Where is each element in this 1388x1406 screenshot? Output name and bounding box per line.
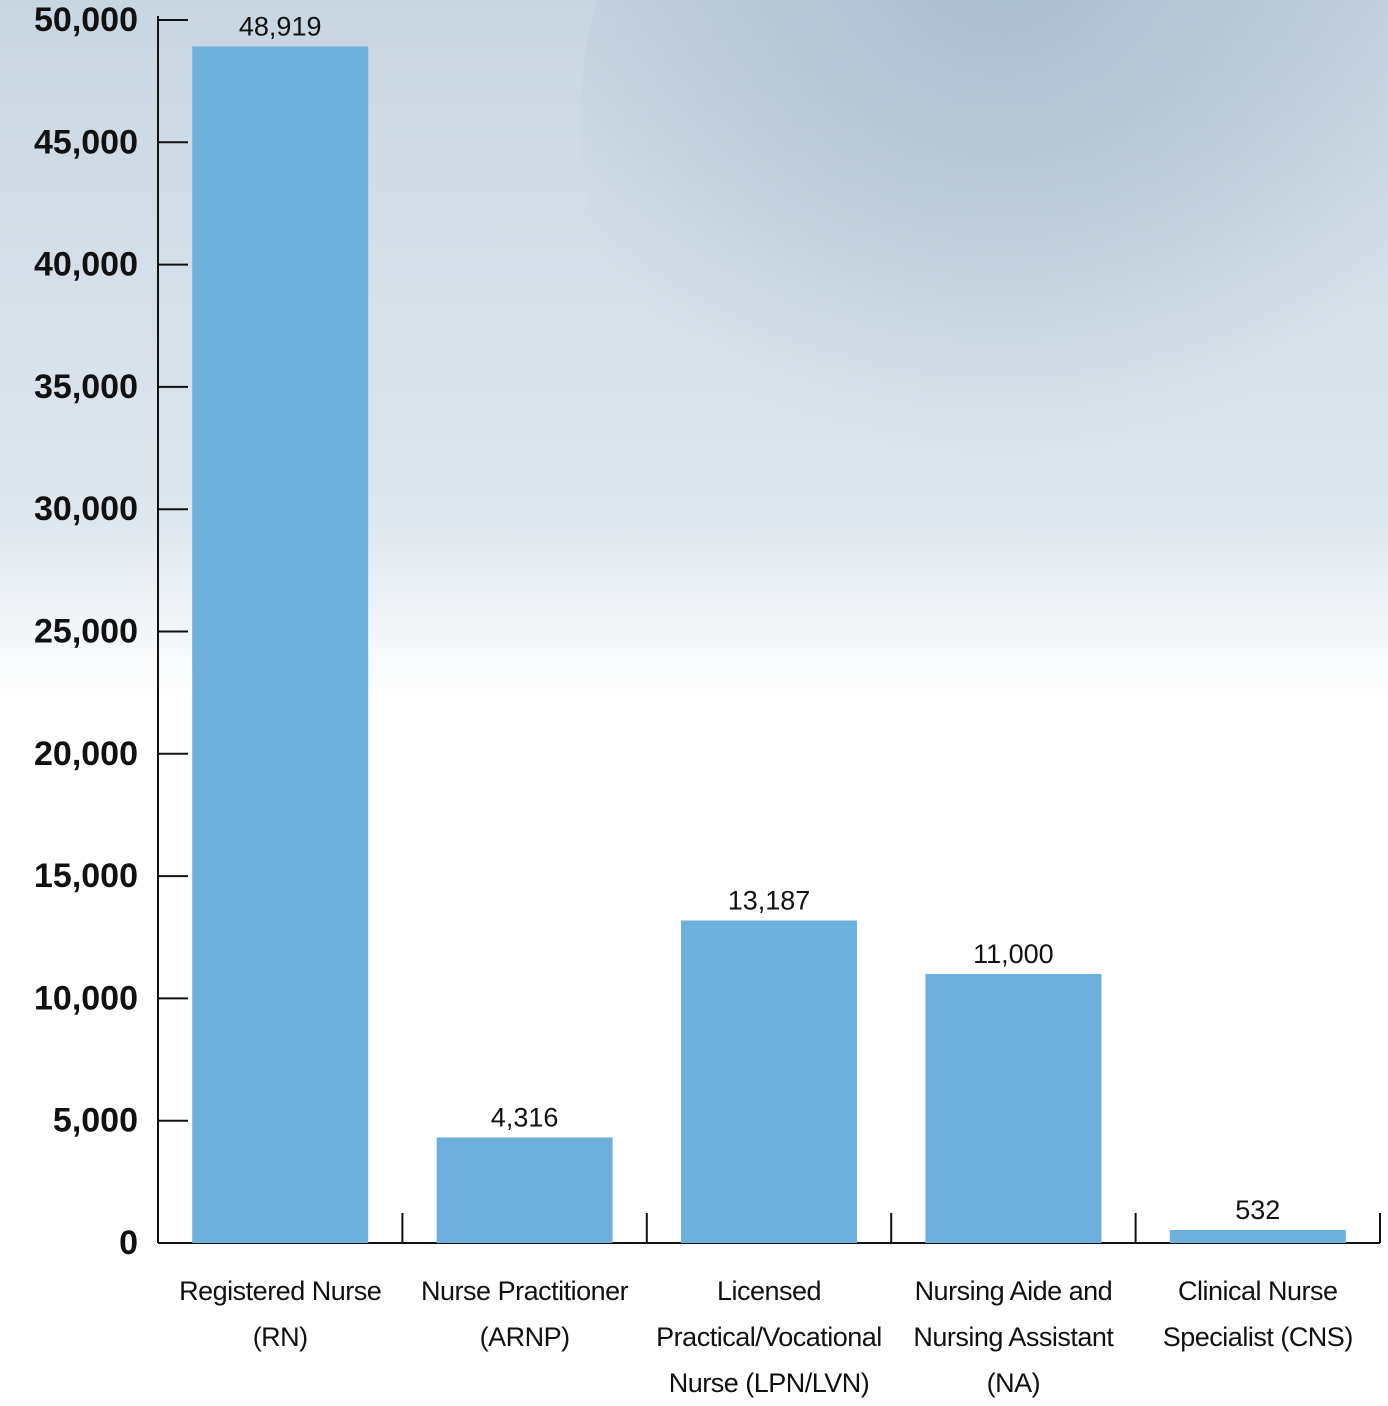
y-tick-label: 40,000 <box>34 246 138 284</box>
bar <box>681 920 857 1243</box>
y-tick-label: 50,000 <box>34 1 138 39</box>
y-tick-label: 35,000 <box>34 368 138 406</box>
y-tick-label: 20,000 <box>34 735 138 773</box>
value-label: 48,919 <box>239 12 322 42</box>
x-tick-label: Clinical Nurse Specialist (CNS) <box>1162 1276 1354 1352</box>
bar <box>1169 1229 1346 1243</box>
y-tick-label: 45,000 <box>34 123 138 161</box>
y-tick-label: 30,000 <box>34 490 138 528</box>
y-tick-label: 10,000 <box>34 979 138 1017</box>
x-tick-label: Nurse Practitioner (ARNP) <box>421 1276 629 1352</box>
bar <box>192 46 369 1243</box>
x-tick-label: Licensed Practical/Vocational Nurse (LPN… <box>656 1276 882 1398</box>
y-tick-label: 25,000 <box>34 612 138 650</box>
value-label: 532 <box>1235 1195 1280 1225</box>
y-tick-label: 5,000 <box>53 1102 138 1140</box>
bar <box>436 1137 613 1243</box>
y-tick-label: 15,000 <box>34 857 138 895</box>
x-tick-label: Nursing Aide and Nursing Assistant (NA) <box>913 1276 1114 1398</box>
background-figure <box>580 0 1388 540</box>
value-label: 13,187 <box>728 886 811 916</box>
x-tick-label: Registered Nurse (RN) <box>179 1276 382 1352</box>
y-tick-label: 0 <box>119 1224 138 1262</box>
value-label: 11,000 <box>973 939 1054 969</box>
value-label: 4,316 <box>491 1103 559 1133</box>
bar <box>925 973 1102 1243</box>
